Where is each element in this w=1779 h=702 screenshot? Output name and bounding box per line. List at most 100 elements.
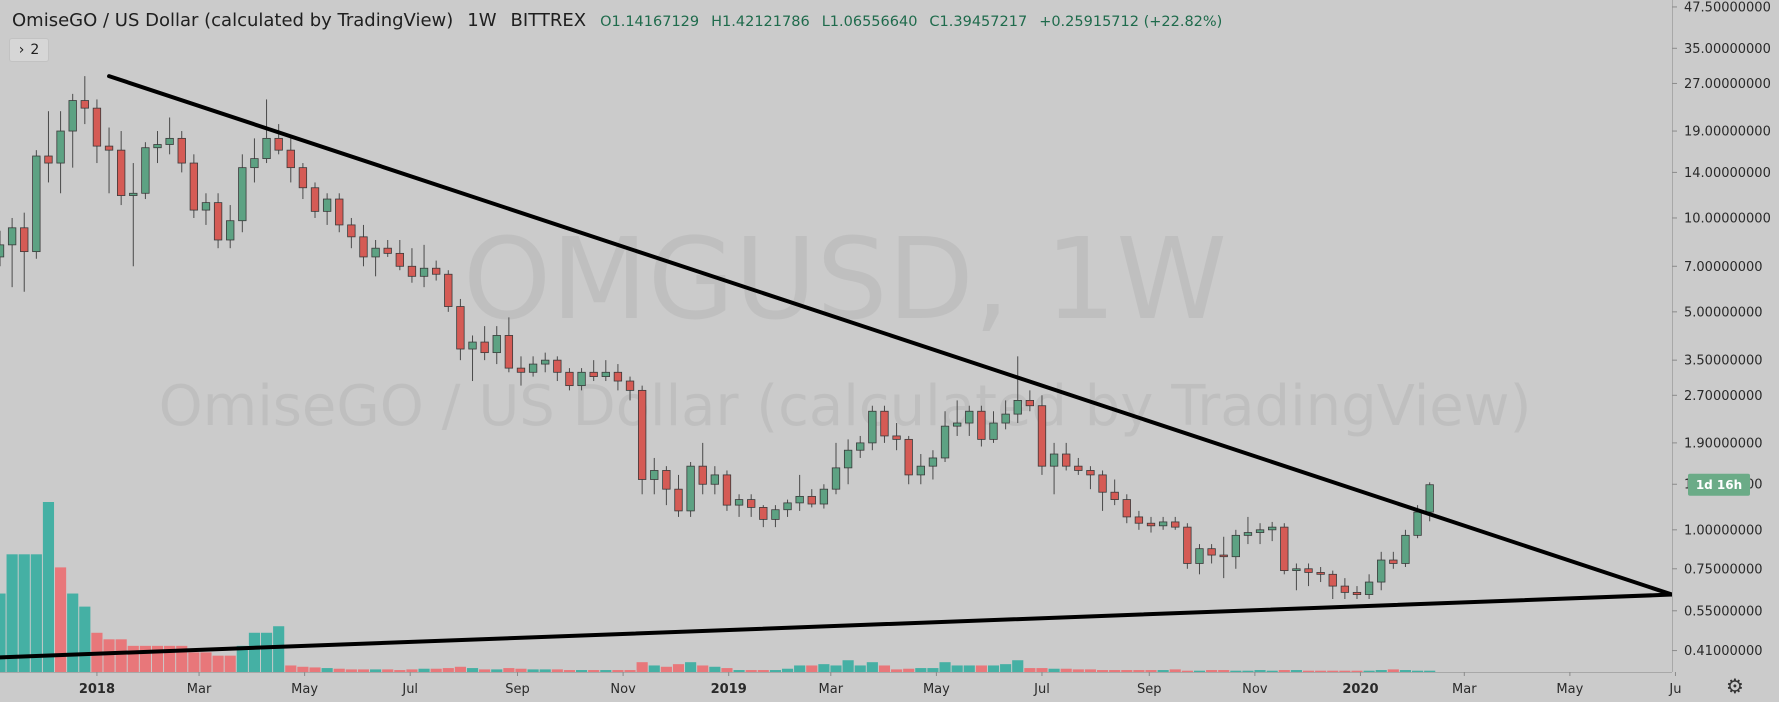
candle-body <box>1183 526 1192 564</box>
trendlines[interactable] <box>0 74 1674 660</box>
price-tick-label: 0.55000000 <box>1684 604 1763 619</box>
time-tick-label: 2020 <box>1342 682 1378 697</box>
candle-body <box>747 499 756 508</box>
candle-body <box>492 335 501 354</box>
price-axis[interactable]: 47.50000000 35.00000000 27.00000000 19.0000… <box>1672 0 1779 702</box>
candle-body <box>129 192 138 196</box>
volume-bar <box>527 669 539 672</box>
volume-bar <box>1157 670 1169 672</box>
volume-bar <box>248 632 261 672</box>
volume-bar <box>575 670 588 672</box>
volume-bar <box>1169 669 1181 672</box>
candle-body <box>868 410 877 444</box>
volume-bar <box>1351 670 1363 672</box>
candle-body <box>238 167 247 222</box>
volume-bar <box>987 665 1000 672</box>
candle-body <box>807 495 816 505</box>
volume-bar <box>1145 670 1157 672</box>
volume-bar <box>1399 670 1412 672</box>
volume-bar <box>1339 670 1351 672</box>
volume-bar <box>454 666 466 672</box>
candle-body <box>1304 568 1313 573</box>
volume-bar <box>1218 670 1230 672</box>
candle-body <box>1413 511 1422 536</box>
candle-body <box>662 470 671 490</box>
volume-bar <box>709 666 721 672</box>
candle-body <box>432 267 441 275</box>
candle-body <box>819 488 829 505</box>
price-tick-label: 1.00000000 <box>1684 523 1763 538</box>
candle-body <box>1268 526 1277 531</box>
volume-bar <box>781 668 794 672</box>
volume-bar <box>648 665 660 672</box>
volume-bar <box>563 670 576 672</box>
volume-bar <box>1096 670 1109 672</box>
candle-body <box>1110 491 1119 500</box>
volume-bar <box>927 668 939 672</box>
volume-bar <box>321 668 333 672</box>
low-value: L1.06556640 <box>822 14 918 30</box>
volume-bar <box>139 645 151 672</box>
volume-bar <box>176 645 188 672</box>
candle-body <box>177 137 186 164</box>
volume-bar <box>1230 670 1242 672</box>
time-axis[interactable]: 2018 Mar May Jul Sep Nov 2019 Mar May Jul Sep Nov 20… <box>0 672 1682 702</box>
candle-body <box>1255 529 1265 533</box>
time-tick-label: Ju <box>1668 682 1681 697</box>
candle-body <box>698 465 707 485</box>
volume-bar <box>1278 670 1290 672</box>
candle-body <box>613 371 623 382</box>
volume-bar <box>794 665 806 672</box>
price-tick-label: 47.50000000 <box>1684 0 1771 15</box>
candle-body <box>565 371 574 387</box>
volume-bar <box>200 652 212 672</box>
volume-bar <box>685 662 697 672</box>
candle-body <box>940 425 950 459</box>
price-axis-background <box>1672 0 1779 702</box>
volume-bar <box>0 593 6 672</box>
candle-body <box>92 107 102 147</box>
volume-bar <box>1411 670 1424 672</box>
gear-icon[interactable]: ⚙ <box>1726 674 1744 698</box>
time-tick-label: Sep <box>1137 682 1162 697</box>
candle-body <box>117 149 126 196</box>
volume-bar <box>1133 670 1145 672</box>
time-tick-label: Jul <box>401 682 418 697</box>
watermark-ticker: OMGUSD, 1W <box>463 215 1227 345</box>
candle-body <box>856 442 865 451</box>
volume-bar <box>333 668 345 672</box>
volume-bar <box>757 670 769 672</box>
candle-body <box>1195 548 1204 564</box>
candle-body <box>335 198 344 226</box>
candle-body <box>371 247 380 258</box>
volume-bar <box>406 669 418 672</box>
volume-bar <box>1036 668 1048 672</box>
candle-body <box>322 198 332 212</box>
volume-bar <box>30 554 42 672</box>
volume-bar <box>1315 670 1327 672</box>
candle-body <box>1037 405 1047 467</box>
time-tick-label: 2018 <box>79 682 115 697</box>
volume-bar <box>1024 668 1036 672</box>
volume-bar <box>818 664 830 672</box>
volume-bar <box>915 668 927 672</box>
candle-body <box>383 247 392 254</box>
timeframe-label[interactable]: 1W <box>467 10 497 31</box>
volume-bar <box>612 670 624 672</box>
indicators-toggle-button[interactable]: › 2 <box>9 38 49 62</box>
volume-bar <box>588 670 600 672</box>
candle-body <box>795 495 804 504</box>
time-tick-label: Nov <box>610 682 636 697</box>
price-tick-label: 27.00000000 <box>1684 77 1771 92</box>
symbol-title[interactable]: OmiseGO / US Dollar (calculated by Tradi… <box>12 10 454 31</box>
candle-body <box>1062 453 1071 467</box>
volume-bar <box>842 660 854 672</box>
time-tick-label: Mar <box>819 682 844 697</box>
candle-body <box>734 499 744 506</box>
candle-body <box>1001 413 1010 424</box>
candle-body <box>298 167 308 189</box>
volume-bar <box>636 662 648 672</box>
candle-body <box>1401 534 1410 564</box>
volume-bar <box>1290 670 1302 672</box>
